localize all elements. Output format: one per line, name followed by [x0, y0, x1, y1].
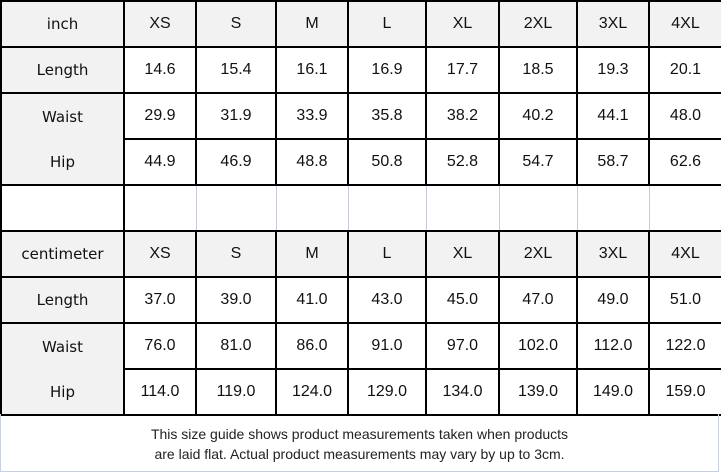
size-header: M [275, 230, 349, 278]
measurement-cell: 40.2 [498, 92, 578, 140]
measurement-cell: 52.8 [425, 138, 500, 186]
measurement-cell: 39.0 [195, 276, 277, 324]
empty-cell [195, 184, 277, 232]
table-row: Length 14.6 15.4 16.1 16.9 17.7 18.5 19.3 20.1 [0, 46, 721, 94]
size-header: L [347, 0, 427, 48]
empty-cell [347, 184, 427, 232]
row-label: Length [0, 276, 125, 324]
empty-cell [648, 184, 721, 232]
measurement-cell: 37.0 [123, 276, 197, 324]
empty-cell [576, 184, 650, 232]
measurement-cell: 15.4 [195, 46, 277, 94]
measurement-cell: 97.0 [425, 322, 500, 370]
header-row: centimeter XS S M L XL 2XL 3XL 4XL [0, 230, 721, 278]
measurement-cell: 48.8 [275, 138, 349, 186]
table-row: Hip 44.9 46.9 48.8 50.8 52.8 54.7 58.7 62.6 [0, 138, 721, 186]
measurement-cell: 19.3 [576, 46, 650, 94]
measurement-cell: 112.0 [576, 322, 650, 370]
empty-cell [498, 184, 578, 232]
size-header: 2XL [498, 0, 578, 48]
size-header: L [347, 230, 427, 278]
measurement-cell: 76.0 [123, 322, 197, 370]
measurement-cell: 17.7 [425, 46, 500, 94]
row-label: Waist [0, 322, 125, 369]
size-header: M [275, 0, 349, 48]
header-row: inch XS S M L XL 2XL 3XL 4XL [0, 0, 721, 48]
measurement-cell: 129.0 [347, 368, 427, 416]
measurement-cell: 43.0 [347, 276, 427, 324]
note-line-2: are laid flat. Actual product measuremen… [154, 446, 565, 462]
measurement-cell: 14.6 [123, 46, 197, 94]
measurement-cell: 54.7 [498, 138, 578, 186]
empty-cell [0, 184, 125, 232]
size-header: 3XL [576, 230, 650, 278]
measurement-cell: 124.0 [275, 368, 349, 416]
size-header: 4XL [648, 230, 721, 278]
table-row: Length 37.0 39.0 41.0 43.0 45.0 47.0 49.0 51.0 [0, 276, 721, 324]
measurement-cell: 114.0 [123, 368, 197, 416]
empty-cell [275, 184, 349, 232]
measurement-cell: 44.9 [123, 138, 197, 186]
measurement-cell: 33.9 [275, 92, 349, 140]
measurement-cell: 159.0 [648, 368, 721, 416]
row-label: Waist [0, 92, 125, 139]
table-row: Waist 29.9 31.9 33.9 35.8 38.2 40.2 44.1 48.0 [0, 92, 721, 140]
measurement-cell: 48.0 [648, 92, 721, 140]
measurement-cell: 44.1 [576, 92, 650, 140]
measurement-cell: 122.0 [648, 322, 721, 370]
measurement-cell: 102.0 [498, 322, 578, 370]
size-header: 3XL [576, 0, 650, 48]
measurement-cell: 16.9 [347, 46, 427, 94]
measurement-cell: 31.9 [195, 92, 277, 140]
measurement-cell: 47.0 [498, 276, 578, 324]
size-header: S [195, 0, 277, 48]
size-header: XL [425, 0, 500, 48]
size-header: 2XL [498, 230, 578, 278]
measurement-cell: 20.1 [648, 46, 721, 94]
spacer-row [0, 184, 721, 232]
size-guide-note: This size guide shows product measuremen… [0, 414, 719, 472]
table-row: Waist 76.0 81.0 86.0 91.0 97.0 102.0 112.0 122.0 [0, 322, 721, 370]
measurement-cell: 49.0 [576, 276, 650, 324]
measurement-cell: 29.9 [123, 92, 197, 140]
row-label: Hip [0, 139, 125, 186]
table-row: Hip 114.0 119.0 124.0 129.0 134.0 139.0 149.0 15… [0, 368, 721, 416]
empty-cell [123, 184, 197, 232]
measurement-cell: 50.8 [347, 138, 427, 186]
measurement-cell: 81.0 [195, 322, 277, 370]
unit-header: centimeter [0, 230, 125, 278]
size-header: 4XL [648, 0, 721, 48]
row-label: Hip [0, 369, 125, 416]
size-chart-table: inch XS S M L XL 2XL 3XL 4XL Length 14.6 15.4 16.1 16… [0, 0, 721, 416]
empty-cell [425, 184, 500, 232]
note-line-1: This size guide shows product measuremen… [150, 426, 569, 442]
measurement-cell: 119.0 [195, 368, 277, 416]
measurement-cell: 46.9 [195, 138, 277, 186]
size-header: XS [123, 230, 197, 278]
measurement-cell: 149.0 [576, 368, 650, 416]
measurement-cell: 58.7 [576, 138, 650, 186]
size-header: XS [123, 0, 197, 48]
size-header: XL [425, 230, 500, 278]
measurement-cell: 134.0 [425, 368, 500, 416]
measurement-cell: 91.0 [347, 322, 427, 370]
measurement-cell: 41.0 [275, 276, 349, 324]
measurement-cell: 38.2 [425, 92, 500, 140]
measurement-cell: 16.1 [275, 46, 349, 94]
row-label: Length [0, 46, 125, 94]
measurement-cell: 86.0 [275, 322, 349, 370]
measurement-cell: 45.0 [425, 276, 500, 324]
measurement-cell: 18.5 [498, 46, 578, 94]
unit-header: inch [0, 0, 125, 48]
measurement-cell: 62.6 [648, 138, 721, 186]
measurement-cell: 51.0 [648, 276, 721, 324]
measurement-cell: 139.0 [498, 368, 578, 416]
size-header: S [195, 230, 277, 278]
measurement-cell: 35.8 [347, 92, 427, 140]
